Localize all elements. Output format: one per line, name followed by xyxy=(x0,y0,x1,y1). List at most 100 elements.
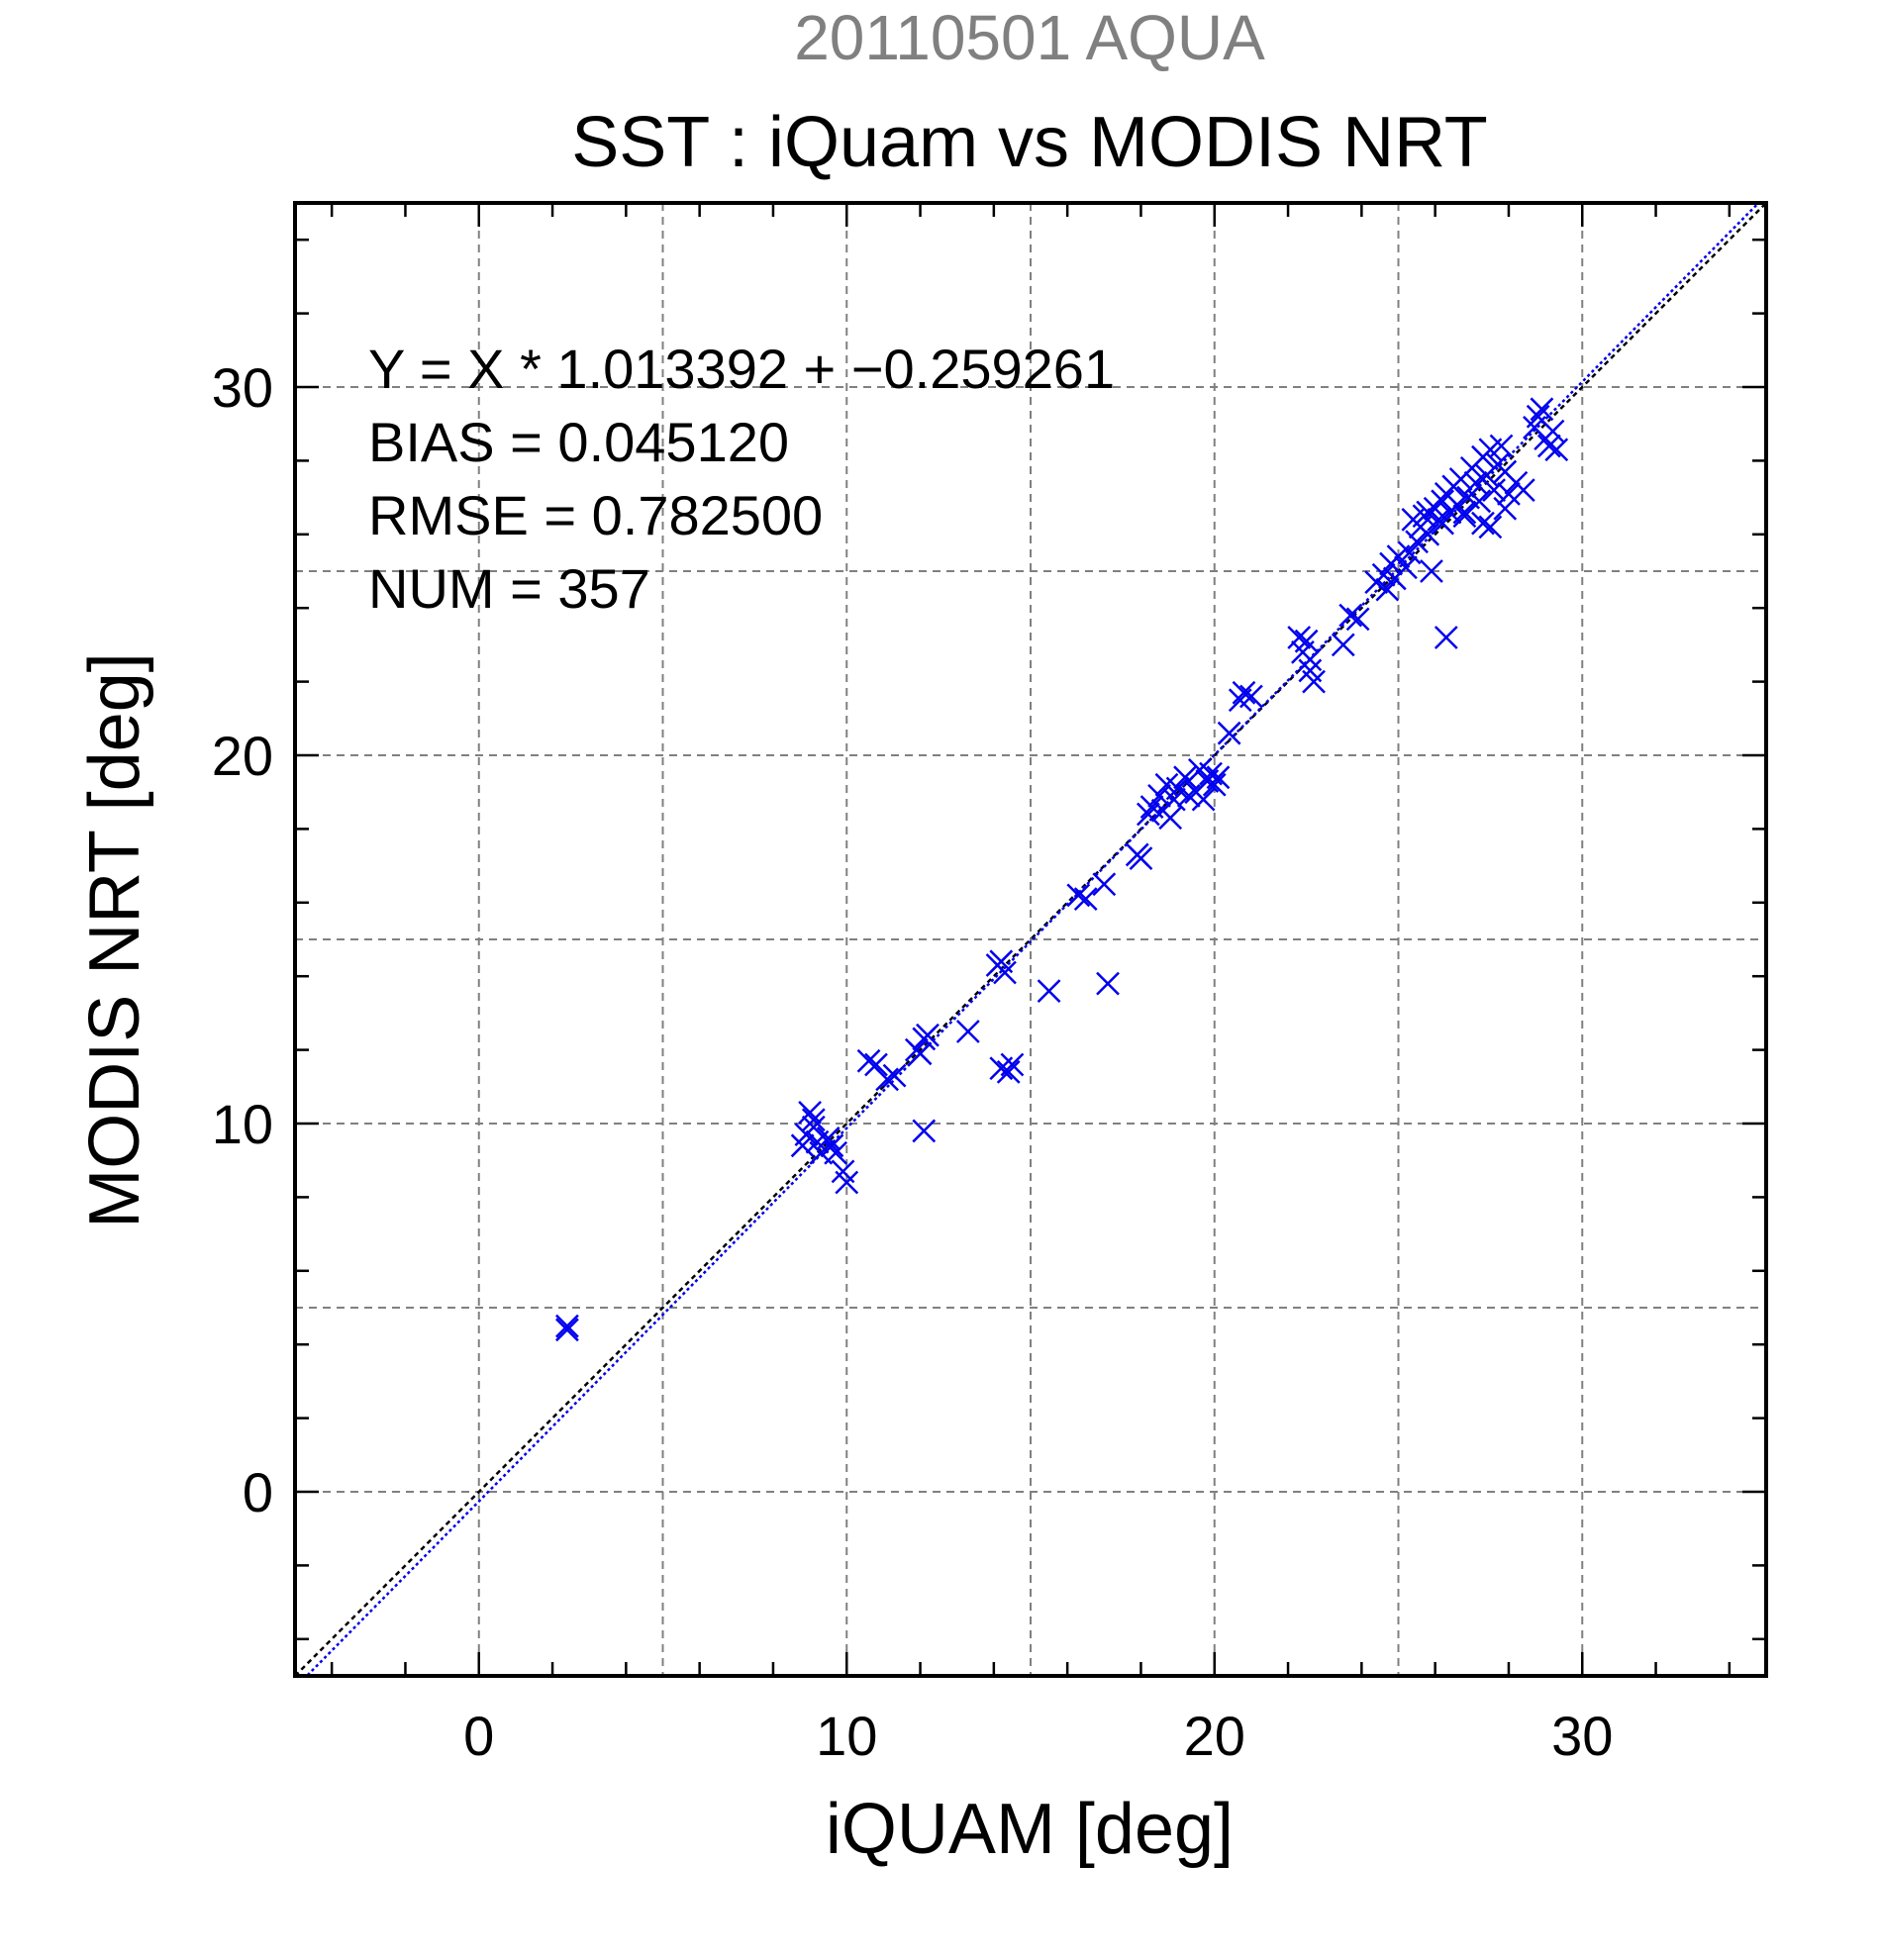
data-point-stroke xyxy=(1206,765,1231,790)
minor-ticks xyxy=(295,203,1766,1676)
data-point-stroke xyxy=(1463,470,1488,495)
data-point xyxy=(1467,489,1492,514)
data-point-stroke xyxy=(1478,515,1503,539)
data-point xyxy=(1405,530,1429,554)
data-point-stroke xyxy=(1416,522,1440,546)
data-point xyxy=(1431,511,1454,536)
data-point-stroke xyxy=(1452,500,1477,525)
data-point xyxy=(1338,603,1363,628)
data-point-stroke xyxy=(989,949,1014,974)
y-tick-label: 20 xyxy=(212,725,273,787)
data-point-stroke xyxy=(820,1133,844,1158)
data-point xyxy=(1530,397,1554,422)
data-point-stroke xyxy=(1165,776,1190,801)
data-point xyxy=(912,1119,937,1143)
data-point xyxy=(1497,481,1521,506)
regression-fit-line xyxy=(305,203,1761,1676)
data-point-stroke xyxy=(1096,971,1120,996)
data-point-stroke xyxy=(801,1115,826,1139)
data-point-stroke xyxy=(1493,459,1518,484)
data-point-stroke xyxy=(1338,603,1363,628)
data-point-stroke xyxy=(996,1060,1021,1084)
data-point-stroke xyxy=(1217,721,1241,745)
data-point xyxy=(1173,765,1197,790)
data-point-stroke xyxy=(1232,680,1256,705)
data-point xyxy=(1037,979,1061,1003)
data-point-stroke xyxy=(831,1159,855,1184)
data-point xyxy=(1375,577,1400,602)
data-point-stroke xyxy=(824,1140,847,1165)
stats-box: Y = X * 1.013392 + −0.259261 BIAS = 0.04… xyxy=(368,338,1115,620)
data-point-stroke xyxy=(835,1170,859,1195)
data-point xyxy=(1298,647,1323,672)
data-point xyxy=(1092,872,1117,897)
data-point xyxy=(1073,887,1098,911)
data-point-stroke xyxy=(1287,626,1312,649)
data-point-stroke xyxy=(816,1126,841,1150)
data-point xyxy=(1000,1052,1025,1077)
data-point-stroke xyxy=(1158,806,1183,831)
data-point-stroke xyxy=(1136,802,1160,827)
data-point-stroke xyxy=(1530,397,1554,422)
data-point-stroke xyxy=(1188,757,1212,782)
data-point xyxy=(1536,434,1561,458)
data-point-stroke xyxy=(1456,485,1480,510)
data-point xyxy=(1523,416,1546,440)
data-point-stroke xyxy=(1540,419,1565,443)
data-point-stroke xyxy=(1497,481,1521,506)
bias-stat: BIAS = 0.045120 xyxy=(368,411,789,473)
data-point xyxy=(816,1126,841,1150)
data-point-stroke xyxy=(1471,511,1495,536)
x-tick-label: 20 xyxy=(1184,1705,1245,1767)
data-point-stroke xyxy=(1536,434,1561,458)
data-point xyxy=(1331,633,1355,657)
data-point-stroke xyxy=(1176,784,1201,808)
x-tick-label: 0 xyxy=(463,1705,494,1767)
data-points xyxy=(555,397,1569,1342)
data-point-stroke xyxy=(912,1119,937,1143)
data-point xyxy=(1202,772,1227,797)
data-point-stroke xyxy=(908,1041,933,1066)
data-point xyxy=(1096,971,1120,996)
y-axis-label: MODIS NRT [deg] xyxy=(75,652,154,1228)
data-point xyxy=(1176,784,1201,808)
data-point xyxy=(908,1041,933,1066)
data-point xyxy=(916,1023,940,1047)
data-point xyxy=(1394,555,1418,580)
data-point xyxy=(1544,438,1569,462)
data-point xyxy=(1540,419,1565,443)
data-point xyxy=(1232,680,1256,705)
data-point xyxy=(555,1318,579,1342)
data-point xyxy=(1287,626,1312,649)
data-point xyxy=(955,1020,980,1043)
data-point xyxy=(1147,784,1171,808)
data-point xyxy=(1136,802,1160,827)
data-point xyxy=(864,1052,888,1077)
data-point-stroke xyxy=(1191,787,1216,812)
data-point-stroke xyxy=(1092,872,1117,897)
data-point xyxy=(1191,787,1216,812)
data-point xyxy=(1239,684,1263,709)
y-tick-label: 0 xyxy=(243,1461,273,1523)
data-point-stroke xyxy=(1431,489,1454,514)
data-point-stroke xyxy=(1420,559,1443,583)
data-point-stroke xyxy=(856,1048,881,1073)
data-point-stroke xyxy=(864,1052,888,1077)
data-point-stroke xyxy=(1394,555,1418,580)
x-tick-label: 30 xyxy=(1551,1705,1613,1767)
data-point-stroke xyxy=(1345,607,1370,632)
data-point xyxy=(1129,846,1153,871)
x-axis-label: iQUAM [deg] xyxy=(826,1790,1234,1869)
plot-frame xyxy=(293,201,1768,1678)
data-point-stroke xyxy=(1294,629,1319,653)
data-point-stroke xyxy=(1298,647,1323,672)
data-point xyxy=(1165,776,1190,801)
data-point xyxy=(835,1170,859,1195)
data-point-stroke xyxy=(1000,1052,1025,1077)
data-point xyxy=(801,1115,826,1139)
data-point xyxy=(1217,721,1241,745)
data-point xyxy=(1158,806,1183,831)
data-point-stroke xyxy=(1239,684,1263,709)
data-point-stroke xyxy=(555,1314,579,1338)
